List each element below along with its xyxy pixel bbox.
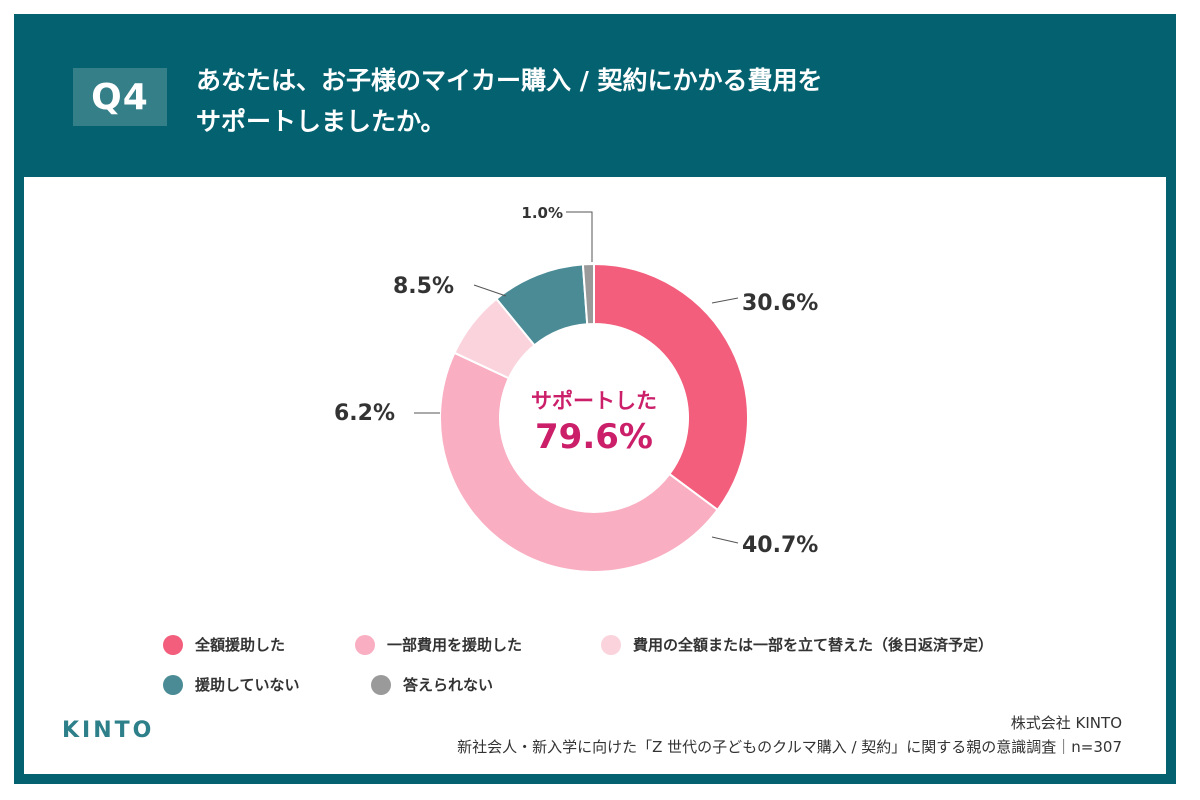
legend-item-no-support: 援助していない [163, 674, 300, 695]
leader-line [711, 297, 739, 304]
data-label: 6.2% [334, 401, 395, 426]
leader-line [473, 284, 507, 297]
survey-source: 新社会人・新入学に向けた「Z 世代の子どものクルマ購入 / 契約」に関する親の意… [457, 738, 1122, 756]
legend-label: 全額援助した [195, 636, 286, 654]
center-label: サポートした [531, 389, 657, 413]
legend-swatch [601, 634, 621, 655]
question-badge: Q4 [73, 68, 167, 126]
legend-label: 費用の全額または一部を立て替えた（後日返済予定） [633, 636, 994, 654]
data-label: 1.0% [521, 204, 563, 222]
data-label: 30.6% [742, 291, 818, 316]
legend-item-partial-support: 一部費用を援助した [355, 634, 522, 655]
legend-swatch [163, 634, 183, 655]
slice-no-answer [581, 262, 595, 326]
legend: 全額援助した 一部費用を援助した 費用の全額または一部を立て替えた（後日返済予定… [163, 634, 1123, 704]
legend-swatch [163, 674, 183, 695]
legend-label: 援助していない [195, 676, 300, 694]
slice-partial-support [439, 351, 720, 573]
legend-item-full-support: 全額援助した [163, 634, 285, 655]
legend-item-no-answer: 答えられない [371, 674, 493, 695]
center-value: 79.6% [535, 417, 653, 457]
data-label: 8.5% [393, 274, 454, 299]
leader-line [711, 536, 739, 544]
legend-swatch [355, 634, 375, 655]
slice-full-support [593, 262, 749, 512]
data-label: 40.7% [742, 533, 818, 558]
leader-line [566, 211, 593, 262]
legend-label: 一部費用を援助した [387, 636, 523, 654]
legend-item-advance-payment: 費用の全額または一部を立て替えた（後日返済予定） [601, 634, 993, 655]
question-title-line2: サポートしましたか。 [196, 107, 446, 136]
legend-label: 答えられない [403, 676, 494, 694]
kinto-logo: KINTO [62, 718, 155, 743]
question-title-line1: あなたは、お子様のマイカー購入 / 契約にかかる費用を [196, 66, 823, 95]
legend-swatch [371, 674, 391, 695]
company-name: 株式会社 KINTO [1010, 714, 1122, 732]
question-title: あなたは、お子様のマイカー購入 / 契約にかかる費用を サポートしましたか。 [196, 60, 1096, 142]
